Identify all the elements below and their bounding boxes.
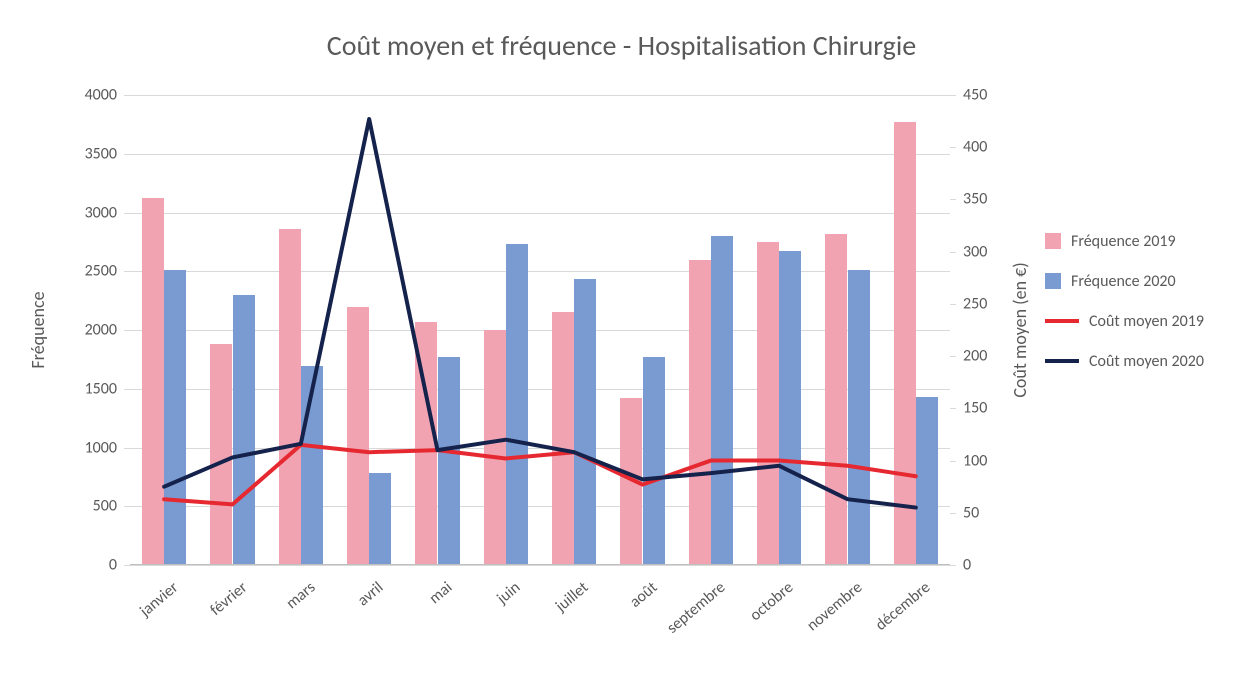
x-axis-label: octobre xyxy=(746,578,797,625)
y-right-tick-mark xyxy=(950,147,956,148)
y-left-tick-mark xyxy=(124,154,130,155)
legend-label: Fréquence 2020 xyxy=(1071,272,1176,291)
x-axis-label: mai xyxy=(425,578,456,608)
y-right-tick-mark xyxy=(950,252,956,253)
y-left-tick-mark xyxy=(124,565,130,566)
y-left-tick-mark xyxy=(124,389,130,390)
line-series xyxy=(164,445,916,505)
legend-item: Fréquence 2019 xyxy=(1045,230,1204,252)
x-axis-label: mars xyxy=(282,578,319,613)
y-right-tick-label: 250 xyxy=(955,294,1025,313)
legend: Fréquence 2019 Fréquence 2020 Coût moyen 2… xyxy=(1045,230,1204,390)
y-left-tick-label: 2500 xyxy=(0,262,125,281)
y-right-tick-label: 350 xyxy=(955,190,1025,209)
legend-swatch-line xyxy=(1045,319,1079,323)
y-right-tick-mark xyxy=(950,356,956,357)
y-left-tick-label: 0 xyxy=(0,556,125,575)
y-left-tick-label: 500 xyxy=(0,497,125,516)
plot-area xyxy=(130,95,950,565)
x-axis-label: août xyxy=(626,578,661,612)
x-axis-label: septembre xyxy=(663,578,729,638)
lines-layer xyxy=(130,95,950,565)
y-left-tick-label: 2000 xyxy=(0,321,125,340)
y-right-tick-mark xyxy=(950,513,956,514)
y-right-tick-labels: 050100150200250300350400450 xyxy=(955,95,1025,565)
y-left-tick-mark xyxy=(124,213,130,214)
y-right-tick-mark xyxy=(950,408,956,409)
legend-swatch-line xyxy=(1045,359,1079,363)
x-axis-baseline xyxy=(130,564,950,565)
legend-label: Coût moyen 2019 xyxy=(1089,312,1204,331)
x-axis-label: avril xyxy=(354,578,387,610)
legend-label: Coût moyen 2020 xyxy=(1089,352,1204,371)
y-right-tick-label: 450 xyxy=(955,86,1025,105)
x-axis-label: janvier xyxy=(136,578,182,621)
y-right-tick-label: 400 xyxy=(955,138,1025,157)
y-right-tick-label: 300 xyxy=(955,242,1025,261)
y-right-tick-mark xyxy=(950,565,956,566)
y-right-tick-label: 200 xyxy=(955,347,1025,366)
legend-item: Coût moyen 2020 xyxy=(1045,350,1204,372)
y-right-tick-label: 0 xyxy=(955,556,1025,575)
y-right-tick-mark xyxy=(950,199,956,200)
legend-item: Fréquence 2020 xyxy=(1045,270,1204,292)
y-left-tick-mark xyxy=(124,448,130,449)
y-right-tick-mark xyxy=(950,304,956,305)
legend-label: Fréquence 2019 xyxy=(1071,232,1176,251)
y-left-tick-mark xyxy=(124,95,130,96)
y-left-tick-label: 1500 xyxy=(0,379,125,398)
x-axis-labels: janvier février mars avril mai juin juillet aoû… xyxy=(130,570,950,650)
chart-title: Coût moyen et fréquence - Hospitalisatio… xyxy=(0,0,1243,63)
y-left-tick-mark xyxy=(124,271,130,272)
legend-swatch-box xyxy=(1045,233,1061,249)
y-right-tick-label: 150 xyxy=(955,399,1025,418)
legend-swatch-box xyxy=(1045,273,1061,289)
y-right-tick-label: 50 xyxy=(955,503,1025,522)
y-right-tick-label: 100 xyxy=(955,451,1025,470)
y-right-tick-mark xyxy=(950,95,956,96)
y-left-tick-label: 4000 xyxy=(0,86,125,105)
x-axis-label: juin xyxy=(493,578,524,608)
chart-container: Coût moyen et fréquence - Hospitalisatio… xyxy=(0,0,1243,698)
y-left-tick-labels: 05001000150020002500300035004000 xyxy=(0,95,125,565)
x-axis-label: juillet xyxy=(552,578,592,616)
y-left-tick-label: 3500 xyxy=(0,144,125,163)
y-right-tick-mark xyxy=(950,461,956,462)
line-series xyxy=(164,119,916,508)
x-axis-label: février xyxy=(206,578,251,620)
y-left-tick-label: 1000 xyxy=(0,438,125,457)
x-axis-label: novembre xyxy=(803,578,866,635)
legend-item: Coût moyen 2019 xyxy=(1045,310,1204,332)
y-left-tick-mark xyxy=(124,330,130,331)
y-left-tick-label: 3000 xyxy=(0,203,125,222)
y-left-tick-mark xyxy=(124,506,130,507)
x-axis-label: décembre xyxy=(872,578,934,635)
grid-line xyxy=(130,565,950,566)
